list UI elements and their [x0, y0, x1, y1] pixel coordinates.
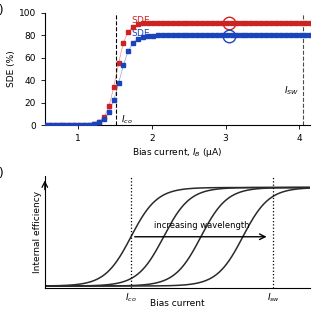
Y-axis label: SDE (%): SDE (%) — [7, 51, 16, 87]
Text: b): b) — [0, 167, 4, 180]
X-axis label: Bias current, $I_B$ (μA): Bias current, $I_B$ (μA) — [132, 146, 223, 159]
Text: increasing wavelength: increasing wavelength — [154, 221, 250, 230]
Text: $I_{co}$: $I_{co}$ — [125, 291, 137, 304]
Y-axis label: Internal efficiency: Internal efficiency — [33, 191, 42, 273]
Text: a): a) — [0, 4, 4, 17]
Text: $I_{sw}$: $I_{sw}$ — [267, 291, 280, 304]
X-axis label: Bias current: Bias current — [150, 299, 205, 308]
Text: SDE$_{\mathregular{max}}$: SDE$_{\mathregular{max}}$ — [131, 14, 165, 27]
Text: SDE$_{\mathregular{min}}$: SDE$_{\mathregular{min}}$ — [131, 28, 163, 40]
Text: $I_{SW}$: $I_{SW}$ — [284, 85, 299, 97]
Text: $I_{co}$: $I_{co}$ — [121, 113, 132, 126]
